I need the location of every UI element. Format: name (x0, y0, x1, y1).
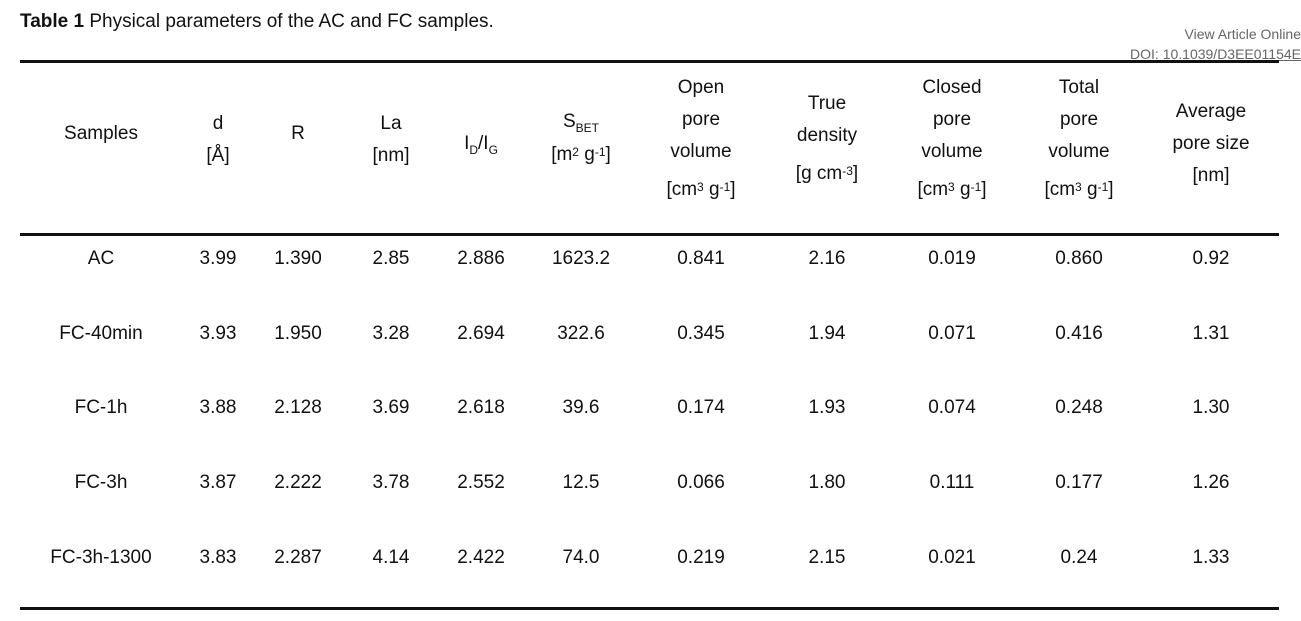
header-sbet: SBET [m2 g-1] (551, 106, 611, 172)
cell-id-ig: 2.422 (457, 547, 505, 568)
cell-sample: FC-40min (59, 323, 143, 344)
cell-sbet: 322.6 (557, 323, 605, 344)
header-id-ig: ID/IG (464, 133, 498, 157)
cell-la: 2.85 (372, 248, 410, 269)
header-closed-pore-volume: Closed pore volume [cm3 g-1] (917, 72, 986, 207)
table-header-rule (20, 233, 1279, 236)
cell-sample: FC-1h (74, 397, 128, 418)
cell-true-density: 1.94 (808, 323, 846, 344)
cell-average-pore-size: 1.33 (1192, 547, 1230, 568)
table-top-rule (20, 60, 1279, 63)
cell-average-pore-size: 1.30 (1192, 397, 1230, 418)
header-d: d [Å] (206, 108, 229, 172)
header-d-name: d (212, 113, 224, 134)
header-open-pore-volume: Open pore volume [cm3 g-1] (666, 72, 735, 207)
cell-closed-pore-volume: 0.021 (928, 547, 976, 568)
article-link-block: View Article Online DOI: 10.1039/D3EE011… (1130, 24, 1301, 64)
table-bottom-rule (20, 607, 1279, 610)
cell-total-pore-volume: 0.177 (1055, 472, 1103, 493)
cell-r: 2.222 (274, 472, 322, 493)
header-sbet-name: SBET (562, 111, 600, 135)
cell-d: 3.88 (199, 397, 237, 418)
table-caption-text: Physical parameters of the AC and FC sam… (84, 11, 494, 32)
table-caption: Table 1 Physical parameters of the AC an… (20, 11, 494, 33)
cell-la: 3.78 (372, 472, 410, 493)
header-true-density: True density [g cm-3] (796, 88, 858, 191)
cell-r: 1.950 (274, 323, 322, 344)
cell-true-density: 1.93 (808, 397, 846, 418)
cell-average-pore-size: 1.31 (1192, 323, 1230, 344)
cell-sbet: 39.6 (562, 397, 600, 418)
header-samples: Samples (64, 123, 138, 144)
header-open-pore-unit: [cm3 g-1] (666, 179, 736, 200)
cell-r: 1.390 (274, 248, 322, 269)
cell-id-ig: 2.886 (457, 248, 505, 269)
header-sbet-unit: [m2 g-1] (551, 144, 611, 165)
cell-total-pore-volume: 0.248 (1055, 397, 1103, 418)
cell-sample: FC-3h (74, 472, 128, 493)
header-total-pore-unit: [cm3 g-1] (1044, 179, 1114, 200)
header-total-pore-volume: Total pore volume [cm3 g-1] (1044, 72, 1113, 207)
cell-average-pore-size: 1.26 (1192, 472, 1230, 493)
cell-r: 2.287 (274, 547, 322, 568)
cell-id-ig: 2.618 (457, 397, 505, 418)
header-average-pore-size: Average pore size [nm] (1172, 101, 1250, 186)
cell-total-pore-volume: 0.24 (1060, 547, 1098, 568)
header-closed-pore-unit: [cm3 g-1] (917, 179, 987, 200)
cell-sbet: 74.0 (562, 547, 600, 568)
cell-r: 2.128 (274, 397, 322, 418)
cell-la: 4.14 (372, 547, 410, 568)
cell-id-ig: 2.694 (457, 323, 505, 344)
view-article-online-link[interactable]: View Article Online (1184, 26, 1301, 42)
cell-total-pore-volume: 0.416 (1055, 323, 1103, 344)
cell-sample: AC (87, 248, 115, 269)
cell-open-pore-volume: 0.345 (677, 323, 725, 344)
cell-open-pore-volume: 0.066 (677, 472, 725, 493)
cell-la: 3.28 (372, 323, 410, 344)
cell-d: 3.87 (199, 472, 237, 493)
cell-d: 3.83 (199, 547, 237, 568)
cell-d: 3.99 (199, 248, 237, 269)
table-label: Table 1 (20, 11, 85, 32)
cell-average-pore-size: 0.92 (1192, 248, 1230, 269)
header-d-unit: [Å] (206, 145, 230, 166)
header-la-unit: [nm] (372, 145, 410, 166)
cell-sbet: 12.5 (562, 472, 600, 493)
cell-true-density: 2.15 (808, 547, 846, 568)
cell-closed-pore-volume: 0.111 (929, 472, 975, 493)
cell-open-pore-volume: 0.841 (677, 248, 725, 269)
cell-true-density: 2.16 (808, 248, 846, 269)
header-la: La [nm] (373, 108, 410, 172)
cell-true-density: 1.80 (808, 472, 846, 493)
header-la-name: La (380, 113, 402, 134)
cell-id-ig: 2.552 (457, 472, 505, 493)
cell-total-pore-volume: 0.860 (1055, 248, 1103, 269)
cell-closed-pore-volume: 0.071 (928, 323, 976, 344)
cell-closed-pore-volume: 0.019 (928, 248, 976, 269)
cell-closed-pore-volume: 0.074 (928, 397, 976, 418)
cell-sbet: 1623.2 (551, 248, 611, 269)
cell-la: 3.69 (372, 397, 410, 418)
cell-d: 3.93 (199, 323, 237, 344)
cell-sample: FC-3h-1300 (50, 547, 152, 568)
header-r: R (291, 123, 305, 144)
header-true-density-unit: [g cm-3] (795, 163, 859, 184)
doi-link[interactable]: DOI: 10.1039/D3EE01154E (1130, 46, 1301, 62)
cell-open-pore-volume: 0.219 (677, 547, 725, 568)
cell-open-pore-volume: 0.174 (677, 397, 725, 418)
